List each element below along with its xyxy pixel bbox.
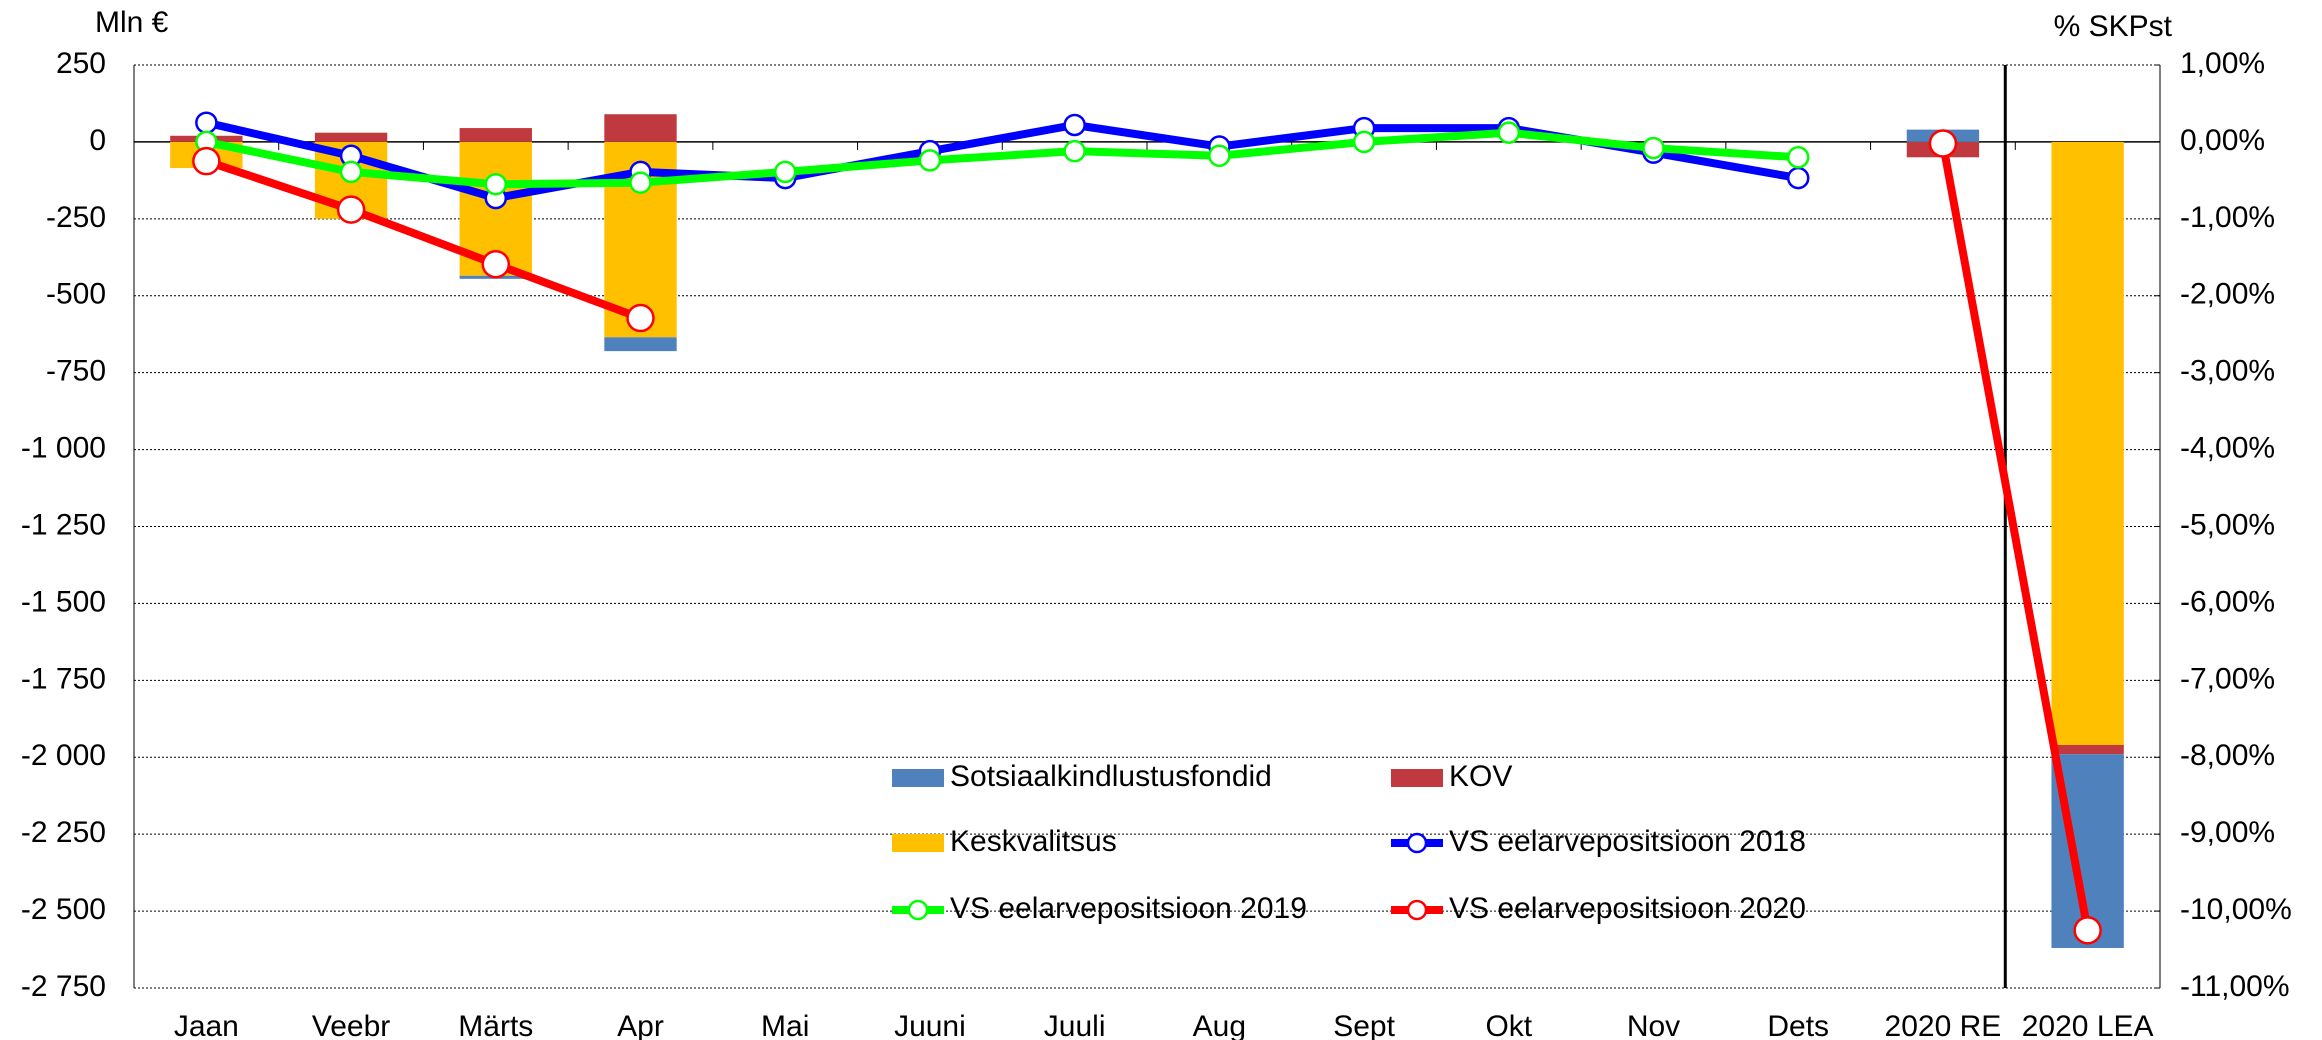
- y2-tick-label: -7,00%: [2180, 662, 2275, 695]
- legend-swatch: [892, 769, 944, 787]
- bar: [314, 132, 388, 142]
- y2-tick-label: -9,00%: [2180, 816, 2275, 849]
- legend-label: Keskvalitsus: [950, 825, 1117, 858]
- marker: [1928, 129, 1958, 158]
- y-tick-label: -750: [46, 355, 106, 388]
- x-tick-label: 2020 RE: [1885, 1010, 2002, 1040]
- marker: [1786, 146, 1810, 169]
- marker: [773, 160, 797, 184]
- y2-tick-label: -2,00%: [2180, 278, 2275, 311]
- x-tick-label: Veebr: [312, 1010, 390, 1040]
- x-tick-label: Juuli: [1044, 1010, 1106, 1040]
- x-tick-label: Jaan: [174, 1010, 239, 1040]
- x-tick-label: Märts: [458, 1010, 533, 1040]
- marker: [192, 146, 221, 176]
- y-tick-label: 0: [89, 124, 106, 157]
- marker: [336, 195, 366, 224]
- legend-label: VS eelarvepositsioon 2018: [1449, 825, 1806, 858]
- bar: [604, 337, 677, 352]
- y-tick-label: -2 000: [21, 739, 106, 772]
- x-tick-label: Okt: [1485, 1010, 1532, 1040]
- y2-tick-label: 1,00%: [2180, 47, 2265, 80]
- legend-marker: [907, 899, 929, 921]
- x-tick-label: Aug: [1193, 1010, 1246, 1040]
- bar: [2051, 744, 2124, 755]
- y-axis-label: Mln €: [95, 6, 169, 39]
- marker: [629, 171, 652, 194]
- y2-tick-label: -8,00%: [2180, 739, 2275, 772]
- marker: [484, 172, 508, 196]
- y2-tick-label: 0,00%: [2180, 124, 2265, 157]
- y2-tick-label: -6,00%: [2180, 585, 2275, 618]
- legend-swatch: [1391, 769, 1443, 787]
- y2-axis-label: % SKPst: [2054, 10, 2173, 43]
- bar: [604, 114, 677, 142]
- y2-tick-label: -5,00%: [2180, 508, 2275, 541]
- y2-tick-label: -4,00%: [2180, 432, 2275, 465]
- y2-tick-label: -1,00%: [2180, 201, 2275, 234]
- y-tick-label: -1 250: [21, 508, 106, 541]
- marker: [918, 149, 942, 172]
- x-tick-label: Apr: [617, 1010, 664, 1040]
- y-tick-label: -2 500: [21, 893, 106, 926]
- bar: [2051, 141, 2124, 745]
- legend-label: VS eelarvepositsioon 2020: [1449, 892, 1806, 925]
- x-tick-label: 2020 LEA: [2022, 1010, 2154, 1040]
- marker: [2073, 916, 2102, 945]
- bar: [459, 128, 532, 142]
- marker: [1208, 144, 1231, 168]
- y-tick-label: -1 500: [21, 585, 106, 618]
- y-tick-label: -1 000: [21, 432, 106, 465]
- y-tick-label: -500: [46, 278, 106, 311]
- marker: [626, 303, 655, 333]
- line: [1938, 142, 2092, 932]
- marker: [1063, 113, 1086, 137]
- y2-tick-label: -3,00%: [2180, 355, 2275, 388]
- x-tick-label: Sept: [1333, 1010, 1395, 1040]
- marker: [1642, 136, 1665, 160]
- legend-label: KOV: [1449, 760, 1512, 793]
- marker: [481, 249, 511, 279]
- line: [205, 157, 642, 322]
- legend-label: Sotsiaalkindlustusfondid: [950, 760, 1272, 793]
- marker: [1497, 121, 1521, 144]
- legend-swatch: [892, 834, 944, 852]
- legend-box: [870, 740, 1860, 930]
- y2-tick-label: -10,00%: [2180, 893, 2292, 926]
- marker: [195, 111, 218, 134]
- x-tick-label: Nov: [1627, 1010, 1680, 1040]
- y-tick-label: -1 750: [21, 662, 106, 695]
- legend-marker: [1406, 832, 1428, 854]
- marker: [1786, 166, 1810, 190]
- marker: [1063, 139, 1086, 163]
- lines: [192, 111, 2102, 945]
- y-tick-label: -2 750: [21, 970, 106, 1003]
- y-tick-label: 250: [56, 47, 106, 80]
- x-tick-label: Juuni: [894, 1010, 966, 1040]
- marker: [1352, 130, 1376, 154]
- legend-marker: [1406, 899, 1428, 921]
- y-tick-label: -2 250: [21, 816, 106, 849]
- y-tick-label: -250: [46, 201, 106, 234]
- marker: [339, 160, 363, 184]
- y2-tick-label: -11,00%: [2180, 970, 2290, 1003]
- line: [205, 118, 1799, 203]
- x-tick-label: Dets: [1767, 1010, 1829, 1040]
- line: [205, 128, 1799, 189]
- legend-label: VS eelarvepositsioon 2019: [950, 892, 1307, 925]
- x-tick-label: Mai: [761, 1010, 809, 1040]
